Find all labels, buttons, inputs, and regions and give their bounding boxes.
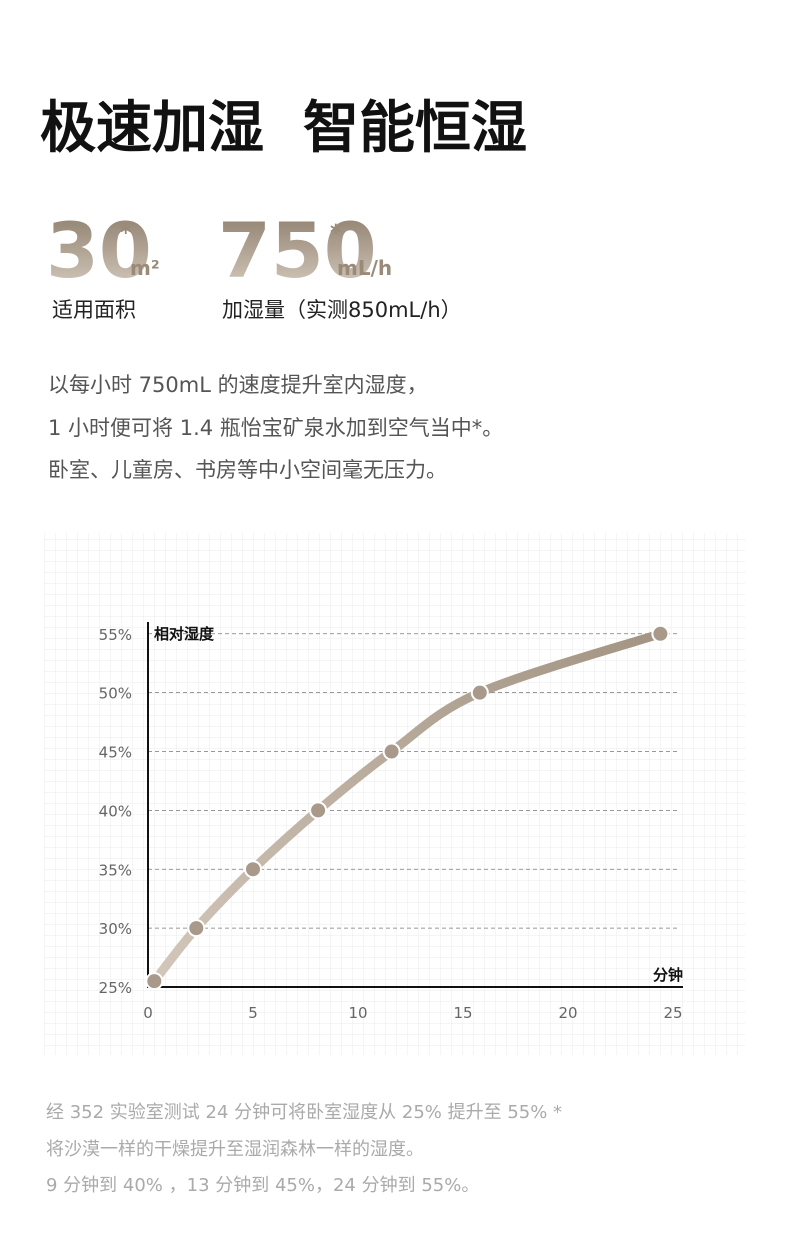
y-tick-label: 45% bbox=[99, 744, 132, 762]
spec-label: 加湿量（实测850mL/h） bbox=[222, 298, 462, 322]
x-tick-label: 5 bbox=[248, 1004, 258, 1022]
data-point bbox=[187, 919, 206, 938]
intro-line: 卧室、儿童房、书房等中小空间毫无压力。 bbox=[48, 458, 447, 482]
x-tick-label: 15 bbox=[453, 1004, 472, 1022]
spec-unit: mL/h bbox=[337, 256, 392, 280]
x-axis-label: 分钟 bbox=[653, 966, 683, 984]
data-point bbox=[382, 742, 401, 761]
x-tick-label: 20 bbox=[558, 1004, 577, 1022]
y-tick-label: 50% bbox=[99, 685, 132, 703]
spec-label: 适用面积 bbox=[52, 298, 136, 322]
y-tick-label: 30% bbox=[99, 920, 132, 938]
spec-value: 30 bbox=[46, 206, 152, 295]
spec-mark: * bbox=[120, 221, 132, 246]
title: 极速加湿 智能恒湿 bbox=[40, 96, 527, 161]
footnote-line: 经 352 实验室测试 24 分钟可将卧室湿度从 25% 提升至 55% * bbox=[46, 1102, 562, 1123]
data-point bbox=[145, 972, 164, 991]
footnote-line: 将沙漠一样的干燥提升至湿润森林一样的湿度。 bbox=[46, 1139, 424, 1160]
data-point bbox=[309, 801, 328, 820]
intro-line: 1 小时便可将 1.4 瓶怡宝矿泉水加到空气当中*。 bbox=[48, 416, 503, 440]
x-tick-label: 0 bbox=[143, 1004, 153, 1022]
data-point bbox=[244, 860, 262, 879]
data-point bbox=[651, 624, 670, 643]
intro-line: 以每小时 750mL 的速度提升室内湿度， bbox=[48, 373, 428, 397]
x-tick-label: 25 bbox=[663, 1004, 682, 1022]
y-tick-label: 40% bbox=[99, 802, 132, 820]
y-axis-label: 相对湿度 bbox=[154, 625, 215, 643]
footnote-line: 9 分钟到 40% ，13 分钟到 45%，24 分钟到 55%。 bbox=[46, 1175, 479, 1196]
spec-value: 750 bbox=[218, 206, 377, 295]
spec-unit: m² bbox=[130, 256, 160, 280]
y-tick-label: 35% bbox=[99, 861, 132, 879]
spec-mark: * bbox=[330, 221, 342, 246]
y-tick-label: 25% bbox=[99, 979, 132, 997]
data-point bbox=[470, 683, 489, 702]
x-tick-label: 10 bbox=[348, 1004, 367, 1022]
y-tick-label: 55% bbox=[99, 626, 132, 644]
